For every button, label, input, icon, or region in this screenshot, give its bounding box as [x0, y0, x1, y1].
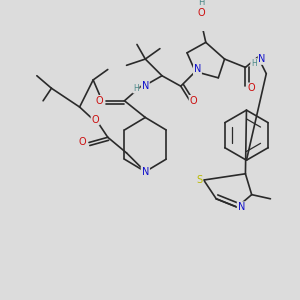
Text: N: N — [142, 167, 149, 177]
Text: N: N — [142, 81, 149, 91]
Text: O: O — [92, 115, 99, 124]
Text: O: O — [96, 96, 103, 106]
Text: H: H — [251, 59, 256, 68]
Text: H: H — [198, 0, 205, 7]
Text: O: O — [190, 96, 197, 106]
Text: N: N — [142, 167, 149, 177]
Text: N: N — [258, 54, 266, 64]
Text: S: S — [196, 175, 202, 185]
Text: H: H — [133, 84, 139, 93]
Text: O: O — [79, 137, 86, 148]
Text: O: O — [248, 83, 256, 93]
Text: O: O — [198, 8, 206, 18]
Text: N: N — [238, 202, 245, 212]
Text: N: N — [194, 64, 201, 74]
